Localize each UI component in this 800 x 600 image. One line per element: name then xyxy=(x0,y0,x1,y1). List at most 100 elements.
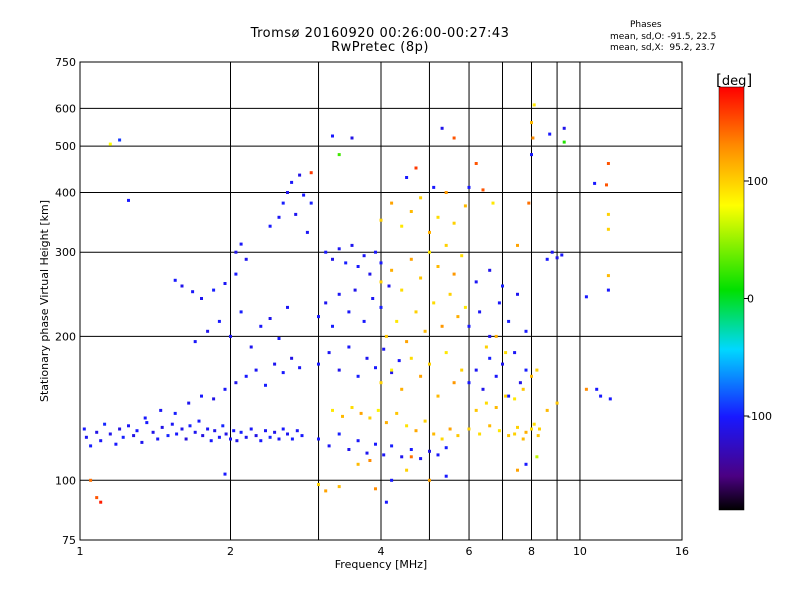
data-point xyxy=(463,305,467,309)
data-point xyxy=(440,126,444,130)
data-point xyxy=(530,374,533,378)
data-point xyxy=(135,429,139,433)
data-point xyxy=(444,243,448,247)
data-point xyxy=(317,437,320,441)
data-point xyxy=(277,337,281,340)
data-point xyxy=(419,374,423,378)
data-point xyxy=(448,427,452,431)
data-point xyxy=(452,136,456,140)
data-point xyxy=(545,257,549,261)
data-point xyxy=(281,371,285,375)
data-point xyxy=(341,414,344,418)
data-point xyxy=(452,272,456,276)
data-point xyxy=(324,489,328,493)
data-point xyxy=(452,221,456,225)
data-point xyxy=(239,242,243,246)
data-point xyxy=(221,424,225,428)
data-point xyxy=(456,434,460,438)
data-point xyxy=(460,368,464,372)
data-point xyxy=(555,401,559,405)
data-point xyxy=(474,162,478,165)
data-point xyxy=(143,416,147,420)
data-point xyxy=(331,324,334,328)
data-point xyxy=(175,432,179,436)
data-point xyxy=(259,324,263,328)
data-point xyxy=(432,301,436,305)
data-point xyxy=(504,394,508,398)
data-point xyxy=(494,374,498,378)
data-point xyxy=(535,368,539,372)
data-point xyxy=(132,434,136,438)
data-point xyxy=(524,430,528,434)
data-point xyxy=(524,368,528,372)
phase-stats-heading: Phases xyxy=(630,20,662,30)
data-point xyxy=(400,455,404,459)
data-point xyxy=(463,204,467,208)
data-point xyxy=(409,356,413,360)
data-point xyxy=(344,261,348,265)
data-point xyxy=(379,218,383,222)
data-point xyxy=(173,411,177,415)
data-point xyxy=(350,406,354,409)
data-point xyxy=(387,284,391,288)
data-point xyxy=(440,324,444,328)
data-point xyxy=(212,397,216,401)
data-point xyxy=(145,421,149,425)
colorbar-ticks: 100 0 -100 xyxy=(744,175,772,423)
data-point xyxy=(516,243,519,247)
data-point xyxy=(362,319,366,323)
data-point xyxy=(535,455,539,459)
data-point xyxy=(249,345,253,349)
data-point xyxy=(232,429,236,433)
data-point xyxy=(409,448,413,451)
data-point xyxy=(114,442,118,446)
data-point xyxy=(99,439,103,443)
data-point xyxy=(331,134,334,138)
data-point xyxy=(488,334,492,338)
data-point xyxy=(223,387,227,391)
data-point xyxy=(264,429,267,433)
data-point xyxy=(390,368,394,372)
data-point xyxy=(444,474,448,478)
data-point xyxy=(99,500,103,504)
data-point xyxy=(428,449,431,453)
data-point xyxy=(193,340,197,344)
data-point xyxy=(374,442,377,446)
data-point xyxy=(395,411,399,415)
data-point xyxy=(324,301,328,305)
data-point xyxy=(436,453,440,457)
data-point xyxy=(488,424,492,428)
data-point xyxy=(290,437,294,441)
data-point xyxy=(317,483,320,486)
data-point xyxy=(513,397,517,401)
data-point xyxy=(436,215,440,219)
data-point xyxy=(440,437,444,441)
data-point xyxy=(298,173,302,177)
y-tick-label: 400 xyxy=(55,186,76,199)
data-point xyxy=(414,310,418,314)
chart-subtitle: RwPretec (8p) xyxy=(331,40,429,55)
data-point xyxy=(295,429,299,433)
data-point xyxy=(400,387,404,391)
data-point xyxy=(127,424,130,428)
data-point xyxy=(456,315,460,319)
data-point xyxy=(95,496,99,500)
data-point xyxy=(397,359,401,363)
data-point xyxy=(432,185,436,189)
data-point xyxy=(467,185,471,189)
data-point xyxy=(193,430,197,434)
data-point xyxy=(518,381,522,385)
data-point xyxy=(595,387,599,391)
data-point xyxy=(197,419,201,423)
data-point xyxy=(405,468,409,472)
data-point xyxy=(347,345,351,349)
data-point xyxy=(428,230,431,234)
x-tick-label: 2 xyxy=(227,545,234,558)
data-point xyxy=(444,191,448,194)
data-point xyxy=(127,198,130,202)
data-point xyxy=(481,188,485,192)
data-point xyxy=(460,254,464,258)
x-tick-label: 4 xyxy=(378,545,385,558)
colorbar-tick-label: -100 xyxy=(747,410,772,423)
data-point xyxy=(337,432,341,436)
